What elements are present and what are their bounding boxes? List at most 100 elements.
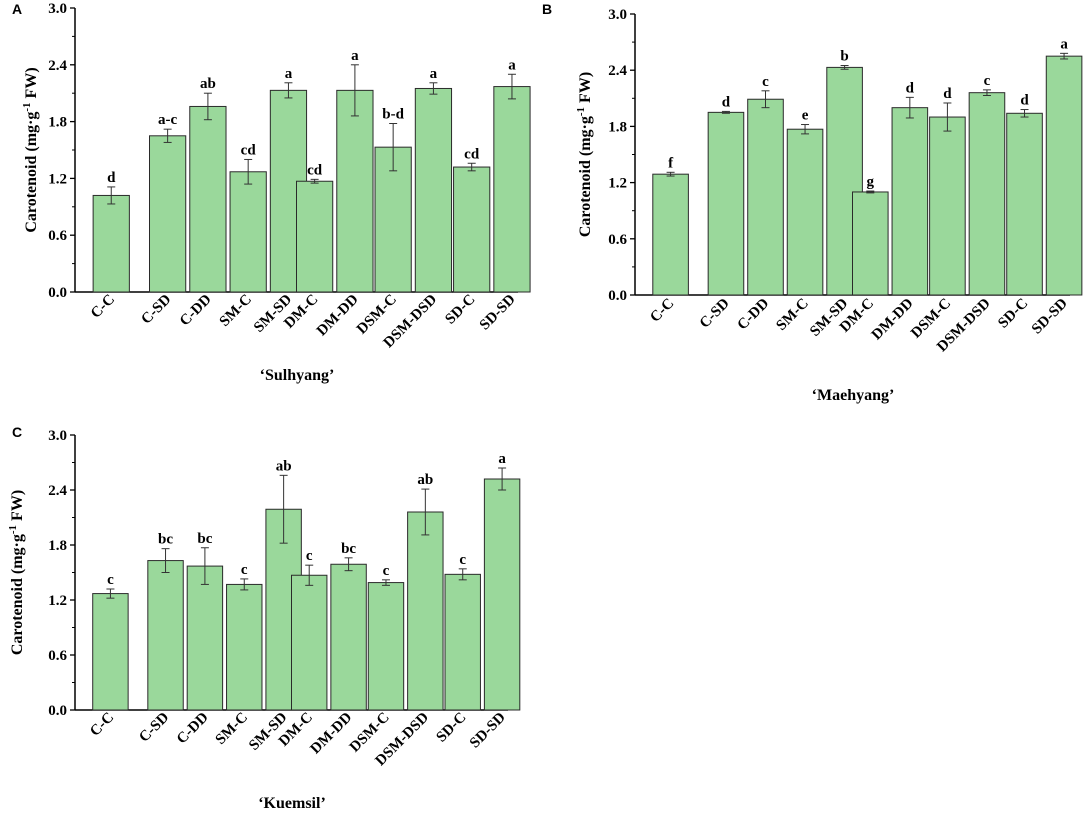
significance-letter: cd: [241, 142, 257, 158]
bar: [296, 180, 334, 293]
bar: [189, 105, 227, 293]
category-label: C-DD: [174, 709, 212, 747]
significance-letter: d: [722, 94, 731, 110]
y-tick-label: 3.0: [48, 1, 67, 17]
category-label: SD-C: [995, 296, 1031, 332]
significance-letter: d: [906, 80, 915, 96]
significance-letter: d: [107, 170, 116, 186]
bar: [291, 574, 328, 711]
category-label: SD-SD: [477, 291, 519, 333]
y-axis-title: Carotenoid (mg·g-1 FW): [7, 490, 26, 655]
y-axis-title: Carotenoid (mg·g-1 FW): [21, 67, 40, 232]
cultivar-title: ‘Kuemsil’: [258, 795, 326, 812]
category-label: SD-C: [442, 292, 478, 328]
significance-letter: bc: [341, 541, 356, 557]
y-tick-label: 1.2: [48, 593, 67, 609]
category-label: SD-C: [433, 710, 469, 746]
bar: [493, 86, 531, 293]
significance-letter: d: [1020, 93, 1029, 109]
significance-letter: ab: [417, 472, 433, 488]
y-tick-label: 0.0: [608, 288, 627, 304]
y-tick-label: 0.0: [48, 285, 67, 301]
category-label: SD-SD: [467, 709, 509, 751]
category-label: C-DD: [734, 295, 772, 333]
significance-letter: f: [668, 155, 674, 171]
significance-letter: ab: [276, 458, 292, 474]
y-tick-label: 3.0: [608, 7, 627, 23]
y-tick-label: 3.0: [48, 428, 67, 444]
y-tick-label: 0.6: [48, 228, 67, 244]
cultivar-title: ‘Sulhyang’: [260, 367, 335, 384]
significance-letter: c: [762, 74, 769, 90]
bar: [852, 191, 889, 296]
bar: [968, 92, 1006, 296]
bar: [483, 478, 521, 711]
category-label: C-SD: [136, 709, 172, 745]
bar: [707, 111, 745, 296]
significance-letter: a: [430, 66, 438, 82]
panel-letter: A: [12, 1, 22, 17]
significance-letter: c: [984, 73, 991, 89]
y-axis-title: Carotenoid (mg·g-1 FW): [575, 72, 594, 237]
bar: [891, 107, 929, 296]
significance-letter: b: [840, 49, 848, 65]
bar: [929, 116, 966, 296]
panel-c-kuemsil: C 0.0 0.6 1.2 1.8 2.4 3.0 Carotenoid (mg·g-1 FW…: [7, 424, 521, 812]
y-tick-label: 0.6: [48, 648, 67, 664]
significance-letter: ab: [200, 76, 216, 92]
y-tick-label: 2.4: [48, 483, 67, 499]
significance-letter: c: [241, 562, 248, 578]
bar: [444, 573, 481, 711]
panel-a-sulhyang: A 0.0 0.6 1.2 1.8 2.4 3.0 Carotenoid (mg·g-1 FW…: [12, 1, 531, 384]
bar: [1006, 112, 1043, 296]
y-tick-label: 1.8: [608, 119, 627, 135]
significance-letter: a: [1060, 36, 1068, 52]
significance-letter: e: [802, 108, 809, 124]
significance-letter: cd: [307, 162, 323, 178]
category-label: DM-DD: [869, 295, 917, 343]
significance-letter: a: [351, 48, 359, 64]
y-tick-label: 1.2: [608, 176, 627, 192]
y-tick-label: 1.8: [48, 538, 67, 554]
category-label: C-DD: [177, 291, 215, 329]
category-label: C-SD: [138, 291, 174, 327]
category-label: SD-SD: [1029, 295, 1071, 337]
significance-letter: cd: [464, 146, 480, 162]
bar: [149, 135, 187, 293]
significance-letter: g: [867, 174, 875, 190]
bar: [367, 582, 405, 711]
category-label: SM-C: [217, 292, 255, 330]
y-tick-label: 0.0: [48, 703, 67, 719]
bar: [414, 87, 453, 293]
significance-letter: bc: [158, 532, 173, 548]
y-tick-label: 0.6: [608, 232, 627, 248]
bar: [147, 560, 184, 711]
bar: [336, 89, 374, 293]
category-label: C-C: [87, 710, 117, 740]
bar: [1045, 55, 1083, 296]
bar: [92, 194, 130, 293]
bar: [330, 563, 367, 711]
bar: [229, 171, 267, 293]
significance-letter: c: [107, 572, 114, 588]
category-label: C-C: [647, 296, 677, 326]
panel-letter: B: [542, 1, 552, 17]
significance-letter: c: [383, 563, 390, 579]
category-label: C-SD: [697, 295, 733, 331]
bar: [226, 583, 263, 711]
significance-letter: d: [943, 86, 952, 102]
significance-letter: c: [459, 552, 466, 568]
category-label: DM-DD: [314, 291, 362, 339]
significance-letter: a: [498, 451, 506, 467]
bar: [92, 593, 129, 711]
bar: [453, 166, 491, 293]
significance-letter: a: [508, 57, 516, 73]
bar: [407, 511, 444, 711]
bar: [786, 128, 824, 296]
y-tick-label: 2.4: [608, 63, 627, 79]
significance-letter: c: [306, 548, 313, 564]
panel-letter: C: [12, 424, 22, 440]
category-label: DM-DD: [308, 709, 356, 757]
y-tick-label: 2.4: [48, 58, 67, 74]
